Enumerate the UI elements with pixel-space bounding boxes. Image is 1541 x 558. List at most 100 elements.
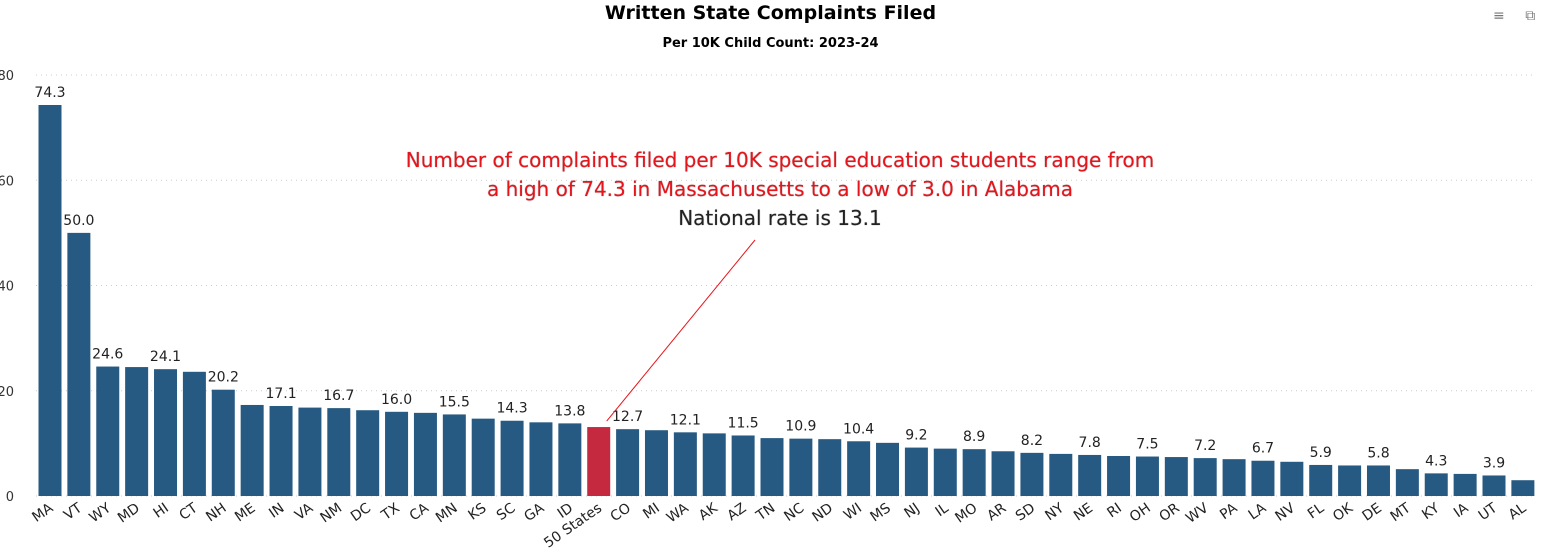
focus-mode-icon[interactable]: ⧉ — [1525, 8, 1536, 24]
bar-nh — [211, 389, 235, 496]
annotation: Number of complaints filed per 10K speci… — [380, 146, 1180, 233]
x-tick-label: MO — [952, 500, 980, 526]
filter-icon[interactable]: ≡ — [1493, 8, 1505, 24]
bar-sc — [500, 420, 524, 496]
bar-ca — [413, 412, 437, 496]
x-tick-label: CA — [407, 500, 432, 524]
x-tick-label: CO — [608, 500, 634, 525]
y-tick-label: 80 — [0, 69, 14, 84]
x-tick-label: NC — [781, 500, 807, 525]
data-label: 9.2 — [905, 428, 927, 444]
bar-nd — [818, 439, 842, 496]
bar-ny — [1049, 453, 1073, 496]
bar-la — [1251, 460, 1275, 496]
x-tick-label: MD — [115, 500, 143, 526]
x-tick-label: CT — [177, 500, 202, 524]
x-tick-label: NH — [203, 500, 229, 525]
bar-ma — [38, 104, 62, 496]
x-tick-label: WI — [841, 500, 865, 523]
data-label: 7.8 — [1079, 435, 1101, 451]
visual-toolbar: ≡ ⧉ — [1493, 8, 1535, 24]
x-tick-label: AL — [1506, 500, 1530, 523]
bar-vt — [67, 232, 91, 496]
bar-ak — [702, 433, 726, 496]
bar-hi — [154, 369, 178, 496]
y-tick-label: 60 — [0, 174, 14, 189]
bar-ut — [1482, 475, 1506, 496]
x-tick-label: NV — [1273, 500, 1299, 525]
x-tick-label: MI — [640, 500, 662, 522]
data-label: 20.2 — [208, 370, 239, 386]
bar-id — [558, 423, 582, 496]
data-label: 24.6 — [92, 347, 123, 363]
bar-wv — [1193, 458, 1217, 496]
x-tick-label: KY — [1419, 500, 1443, 523]
bar-tx — [385, 411, 409, 496]
x-tick-label: TX — [378, 500, 403, 524]
data-label: 8.2 — [1021, 433, 1043, 449]
x-tick-label: SC — [494, 500, 519, 524]
x-tick-label: SD — [1013, 500, 1038, 524]
y-tick-label: 0 — [6, 490, 14, 505]
y-tick-label: 40 — [0, 280, 14, 295]
data-label: 3.9 — [1483, 455, 1505, 471]
x-tick-label: MS — [867, 500, 893, 525]
data-label: 16.7 — [323, 388, 354, 404]
x-tick-label: NE — [1071, 500, 1096, 524]
data-label: 7.5 — [1136, 437, 1158, 453]
x-tick-label: WA — [664, 500, 692, 526]
x-tick-label: KS — [466, 500, 490, 524]
data-label: 16.0 — [381, 392, 412, 408]
x-tick-label: 50 States — [541, 500, 605, 551]
x-tick-label: NJ — [902, 500, 923, 521]
data-label: 11.5 — [728, 415, 759, 431]
bar-nm — [327, 408, 351, 496]
national-rate: National rate is 13.1 — [678, 206, 882, 230]
data-label: 24.1 — [150, 349, 181, 365]
data-label: 12.1 — [670, 412, 701, 428]
annotation-pointer — [606, 239, 756, 422]
bar-ok — [1338, 465, 1362, 496]
data-label: 8.9 — [963, 429, 985, 445]
bar-pa — [1222, 459, 1246, 496]
bar-wy — [96, 366, 120, 496]
x-tick-label: NY — [1042, 500, 1067, 524]
x-tick-label: MT — [1388, 500, 1414, 525]
x-tick-label: ND — [809, 500, 836, 525]
data-label: 14.3 — [496, 401, 527, 417]
x-tick-label: IN — [266, 500, 287, 521]
x-tick-label: PA — [1217, 500, 1241, 523]
x-tick-label: OK — [1330, 500, 1356, 525]
x-tick-label: UT — [1476, 500, 1501, 524]
data-label: 10.4 — [843, 421, 874, 437]
bar-va — [298, 407, 322, 496]
bar-ne — [1078, 454, 1102, 496]
data-label: 6.7 — [1252, 441, 1274, 457]
x-tick-label: DE — [1360, 500, 1385, 524]
x-tick-label: NM — [317, 500, 345, 526]
x-tick-label: OR — [1156, 500, 1182, 525]
bar-md — [125, 367, 149, 496]
x-tick-label: IL — [933, 500, 952, 520]
bar-az — [731, 435, 755, 496]
data-label: 17.1 — [265, 386, 296, 402]
x-tick-label: VT — [61, 500, 85, 524]
bar-ks — [471, 418, 495, 496]
data-label: 10.9 — [785, 419, 816, 435]
bar-me — [240, 404, 264, 496]
y-tick-label: 20 — [0, 385, 14, 400]
bar-ia — [1453, 473, 1477, 496]
x-tick-label: WV — [1183, 500, 1212, 527]
bar-nc — [789, 438, 813, 496]
x-tick-label: DC — [348, 500, 374, 525]
bar-sd — [1020, 452, 1044, 496]
data-label: 12.7 — [612, 409, 643, 425]
x-tick-label: RI — [1104, 500, 1125, 521]
bar-nv — [1280, 461, 1304, 496]
x-tick-label: MA — [29, 500, 56, 526]
x-tick-label: ME — [232, 500, 258, 525]
x-tick-label: GA — [521, 500, 547, 525]
annotation-line: a high of 74.3 in Massachusetts to a low… — [487, 177, 1073, 201]
x-tick-label: AK — [696, 500, 721, 524]
